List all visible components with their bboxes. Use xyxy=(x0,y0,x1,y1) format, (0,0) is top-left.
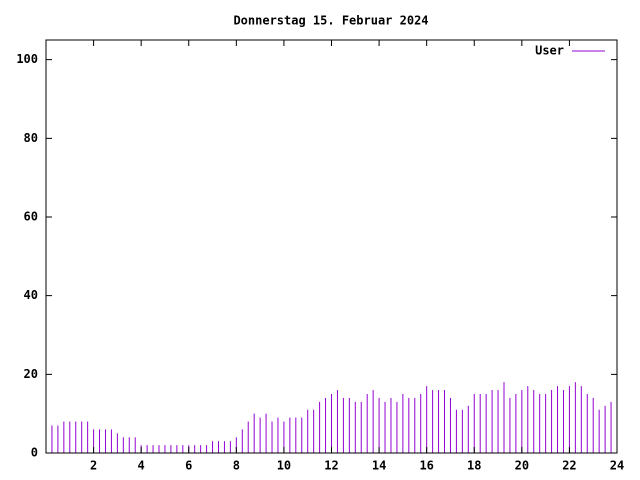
x-tick-label: 24 xyxy=(610,459,624,473)
y-tick-label: 80 xyxy=(24,131,38,145)
y-tick-label: 60 xyxy=(24,210,38,224)
x-tick-label: 20 xyxy=(515,459,529,473)
y-tick-label: 40 xyxy=(24,288,38,302)
plot-border xyxy=(45,39,618,454)
y-tick-label: 20 xyxy=(24,367,38,381)
x-tick-label: 6 xyxy=(185,459,192,473)
x-tick-label: 14 xyxy=(372,459,386,473)
x-tick-label: 2 xyxy=(90,459,97,473)
chart-title: Donnerstag 15. Februar 2024 xyxy=(233,14,428,28)
legend-label: User xyxy=(535,44,564,58)
x-tick-label: 10 xyxy=(277,459,291,473)
x-tick-label: 8 xyxy=(233,459,240,473)
x-tick-label: 4 xyxy=(138,459,145,473)
x-tick-label: 18 xyxy=(467,459,481,473)
y-tick-label: 0 xyxy=(31,446,38,460)
x-tick-label: 12 xyxy=(324,459,338,473)
x-tick-label: 16 xyxy=(419,459,433,473)
y-tick-label: 100 xyxy=(16,52,38,66)
x-tick-label: 22 xyxy=(562,459,576,473)
